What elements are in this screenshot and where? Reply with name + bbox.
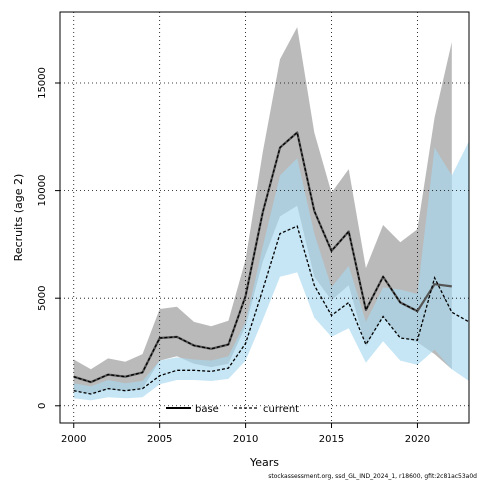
legend: base current — [166, 404, 299, 415]
grid-lines — [60, 12, 469, 423]
x-tick-label: 2015 — [319, 434, 344, 445]
band-current — [73, 141, 469, 401]
legend-label-base: base — [195, 404, 219, 415]
x-tick-label: 2020 — [405, 434, 430, 445]
y-tick-label: 15000 — [37, 67, 48, 99]
x-axis-title: Years — [249, 456, 279, 469]
line-base-overlay — [73, 131, 418, 383]
plot-frame — [59, 11, 470, 424]
legend-label-current: current — [263, 404, 299, 415]
x-axis: 2000 2005 2010 2015 2020 — [61, 423, 430, 445]
x-tick-label: 2005 — [147, 434, 172, 445]
y-axis-title: Recruits (age 2) — [12, 174, 25, 262]
footer-note: stockassessment.org, ssd_GL_IND_2024_1, … — [268, 473, 477, 480]
x-tick-label: 2010 — [233, 434, 258, 445]
series-lines — [73, 131, 470, 395]
y-tick-label: 0 — [37, 403, 48, 409]
x-tick-label: 2000 — [61, 434, 86, 445]
y-tick-label: 10000 — [37, 175, 48, 207]
y-tick-label: 5000 — [37, 285, 48, 310]
line-current — [73, 225, 470, 395]
y-axis: 0 5000 10000 15000 — [37, 67, 60, 409]
